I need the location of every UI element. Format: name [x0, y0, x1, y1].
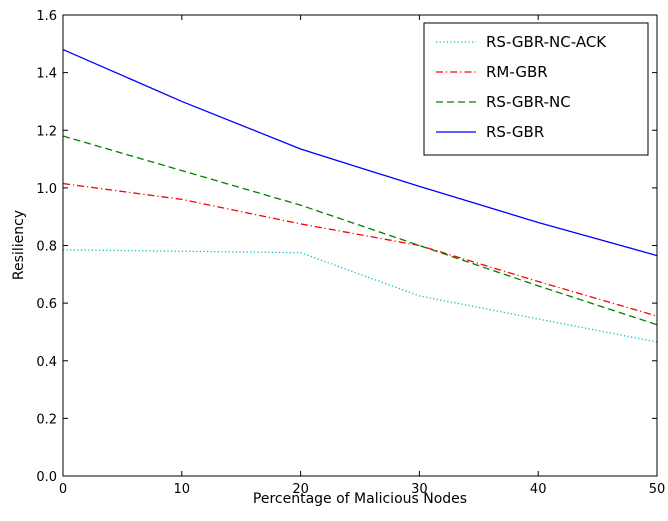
x-tick-label: 10	[174, 482, 191, 497]
legend-label: RM-GBR	[486, 63, 548, 81]
y-tick-label: 0.8	[36, 240, 57, 255]
legend-items: RS-GBR-NC-ACK RM-GBR RS-GBR-NC RS-GBR	[436, 33, 607, 141]
y-tick-label: 1.4	[36, 67, 57, 82]
y-tick-label: 1.6	[36, 9, 57, 24]
x-tick-label: 30	[411, 482, 428, 497]
legend: RS-GBR-NC-ACK RM-GBR RS-GBR-NC RS-GBR	[423, 22, 649, 156]
series-line-rs-gbr	[62, 48, 658, 257]
y-tick-label: 1.2	[36, 124, 57, 139]
x-tick-label: 40	[530, 482, 547, 497]
y-tick-label: 1.0	[36, 182, 57, 197]
x-tick-label: 0	[59, 482, 67, 497]
series-line-rm-gbr	[62, 182, 658, 317]
legend-label: RS-GBR	[486, 123, 544, 141]
legend-box	[423, 22, 649, 156]
tick-labels: 0 10 20 30 40 50 0.0 0.2 0.4 0.6 0.8 1.0 1.2 1.4 1.6	[36, 9, 665, 497]
legend-label: RS-GBR-NC-ACK	[486, 33, 607, 51]
legend-label: RS-GBR-NC	[486, 93, 571, 111]
y-tick-label: 0.6	[36, 297, 57, 312]
x-axis-label: Percentage of Malicious Nodes	[253, 491, 467, 507]
y-tick-label: 0.2	[36, 412, 57, 427]
x-tick-label: 50	[649, 482, 666, 497]
plot-series	[62, 48, 658, 343]
y-axis-label: Resiliency	[11, 210, 27, 280]
series-line-rs-gbr-nc	[62, 135, 658, 326]
plot-frame	[62, 14, 658, 477]
x-tick-label: 20	[292, 482, 309, 497]
y-tick-label: 0.4	[36, 355, 57, 370]
y-tick-label: 0.0	[36, 470, 57, 485]
